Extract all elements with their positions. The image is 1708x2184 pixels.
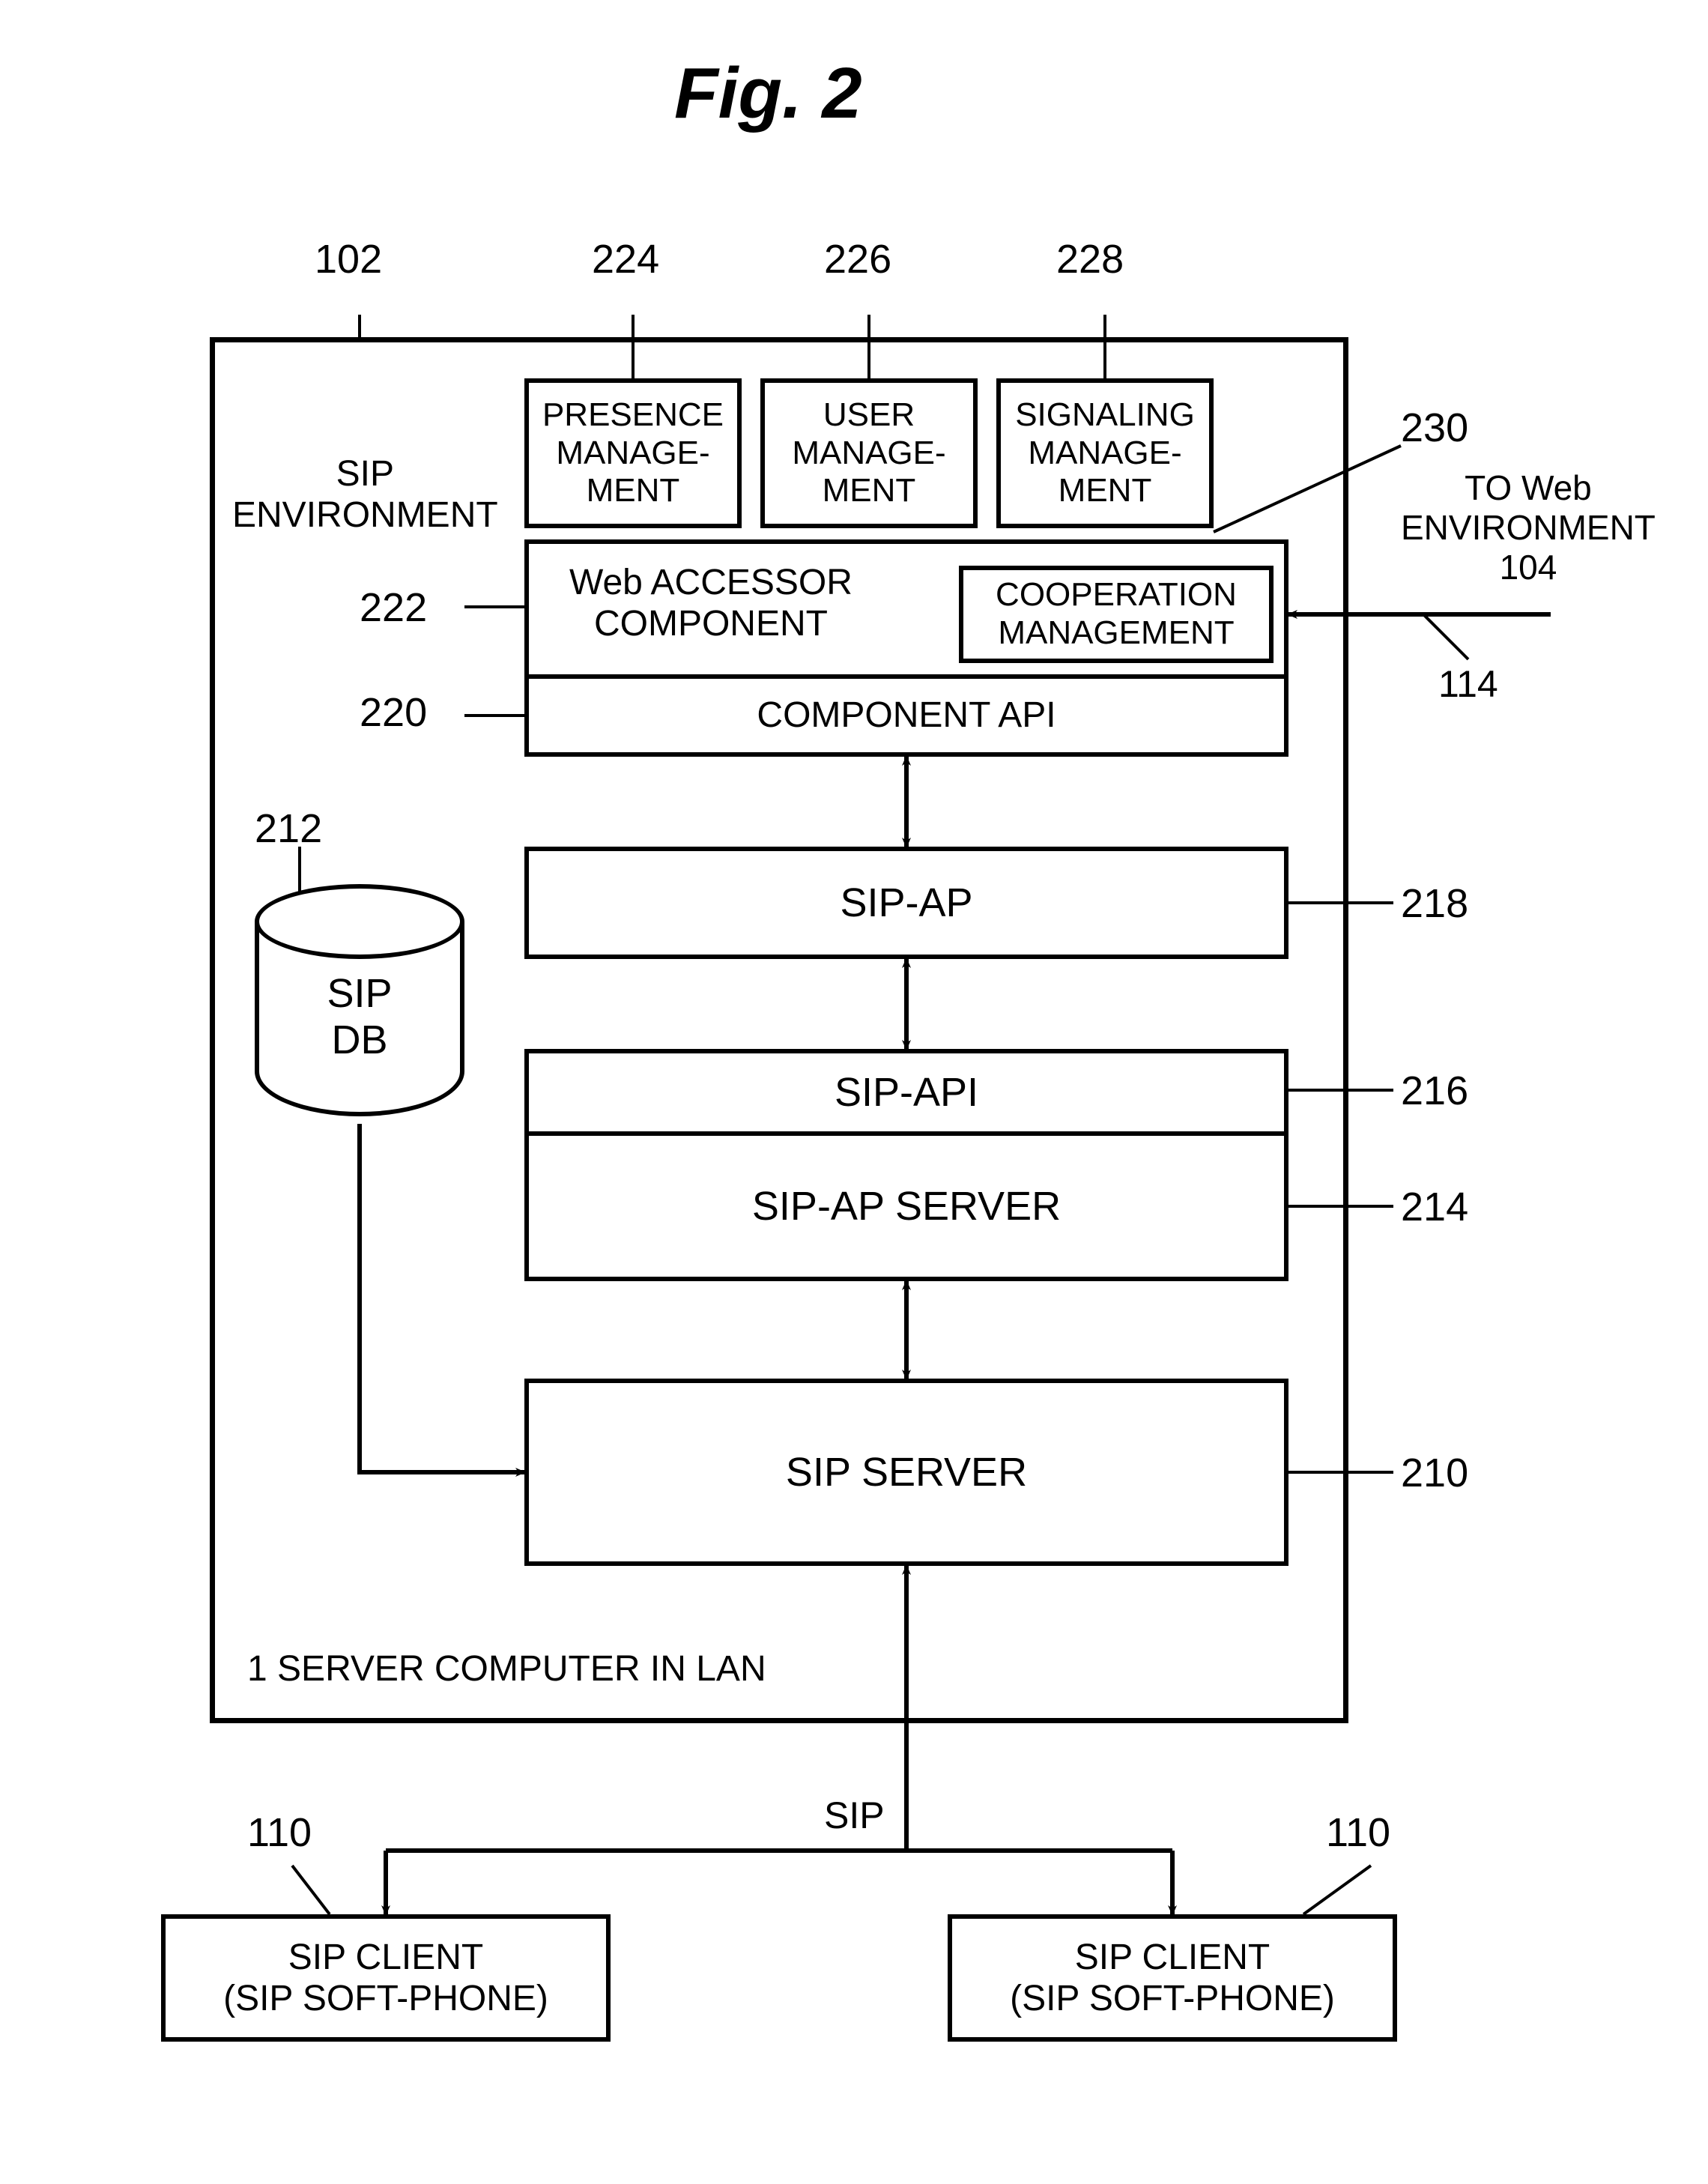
diagram-canvas: Fig. 2 SIP ENVIRONMENT 1 SERVER COMPUTER… bbox=[0, 0, 1708, 2184]
signaling-mgmt-box: SIGNALING MANAGE- MENT bbox=[996, 378, 1214, 528]
presence-mgmt-box: PRESENCE MANAGE- MENT bbox=[524, 378, 742, 528]
sip-client-right: SIP CLIENT (SIP SOFT-PHONE) bbox=[948, 1914, 1397, 2042]
ref-228: 228 bbox=[1056, 236, 1124, 282]
ref-214: 214 bbox=[1401, 1184, 1468, 1230]
sip-db-cylinder-top bbox=[255, 884, 464, 959]
cooperation-mgmt-box: COOPERATION MANAGEMENT bbox=[959, 566, 1274, 663]
ref-216: 216 bbox=[1401, 1068, 1468, 1114]
ref-224: 224 bbox=[592, 236, 659, 282]
sip-client-left: SIP CLIENT (SIP SOFT-PHONE) bbox=[161, 1914, 611, 2042]
web-accessor-label: Web ACCESSOR COMPONENT bbox=[569, 562, 853, 644]
ref-110-left: 110 bbox=[247, 1809, 312, 1856]
user-mgmt-box: USER MANAGE- MENT bbox=[760, 378, 978, 528]
sip-ap-server-box: SIP-AP SERVER bbox=[524, 1131, 1288, 1281]
ref-102: 102 bbox=[315, 236, 382, 282]
ref-110-right: 110 bbox=[1326, 1809, 1390, 1856]
ref-222: 222 bbox=[360, 584, 427, 631]
ref-212: 212 bbox=[255, 805, 322, 852]
figure-title: Fig. 2 bbox=[674, 52, 862, 135]
ref-220: 220 bbox=[360, 689, 427, 736]
to-web-env-label: TO Web ENVIRONMENT 104 bbox=[1401, 468, 1656, 587]
ref-210: 210 bbox=[1401, 1450, 1468, 1496]
sip-ap-box: SIP-AP bbox=[524, 847, 1288, 959]
ref-114-label: 114 bbox=[1438, 663, 1498, 707]
component-api-box: COMPONENT API bbox=[524, 674, 1288, 757]
ref-226: 226 bbox=[824, 236, 891, 282]
ref-218: 218 bbox=[1401, 880, 1468, 927]
sip-api-box: SIP-API bbox=[524, 1049, 1288, 1131]
server-in-lan-label: 1 SERVER COMPUTER IN LAN bbox=[247, 1648, 766, 1690]
ref-230: 230 bbox=[1401, 405, 1468, 451]
sip-environment-label: SIP ENVIRONMENT bbox=[232, 453, 498, 536]
sip-server-box: SIP SERVER bbox=[524, 1379, 1288, 1566]
sip-protocol-label: SIP bbox=[824, 1794, 885, 1838]
